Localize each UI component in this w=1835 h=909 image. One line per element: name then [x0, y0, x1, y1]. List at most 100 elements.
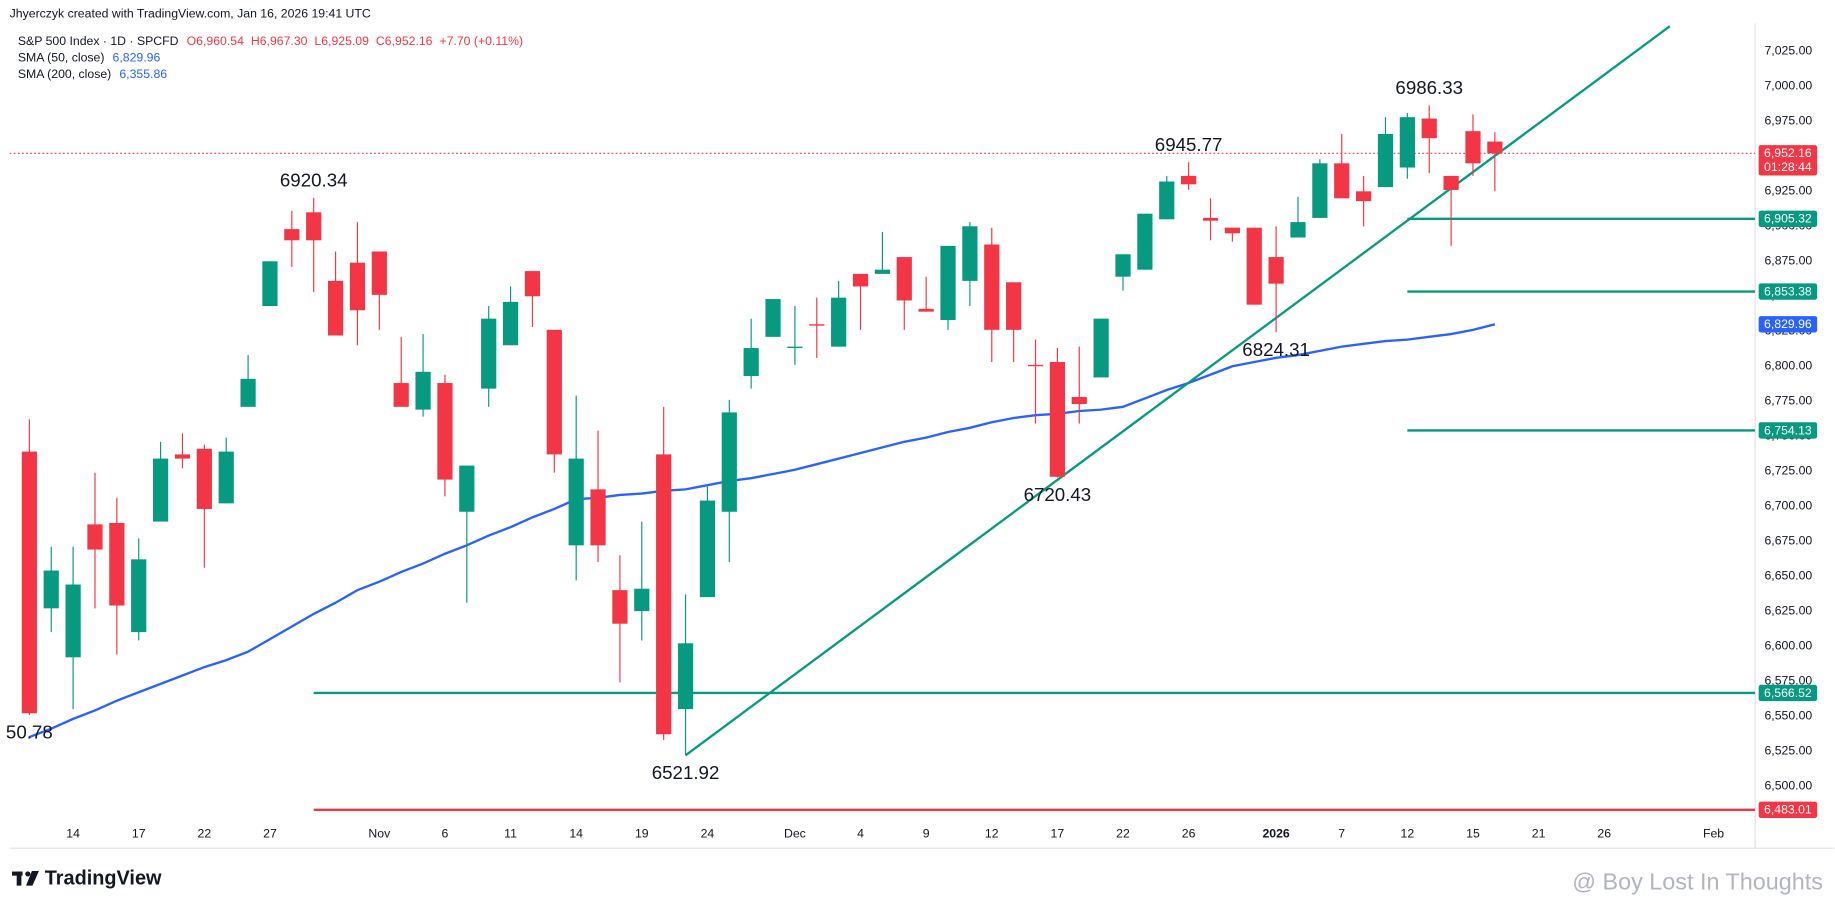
candle-body: [131, 559, 147, 633]
annotation: 6824.31: [1242, 339, 1310, 360]
candle-body: [415, 371, 431, 410]
candle-body: [1443, 175, 1459, 190]
x-tick-label: 27: [263, 826, 277, 840]
candle-body: [1421, 118, 1437, 139]
x-tick-label: Nov: [368, 826, 391, 840]
level-box: [1758, 801, 1818, 818]
candle-body: [1049, 362, 1065, 477]
y-tick-label: 6,975.00: [1764, 114, 1812, 128]
x-tick-label: 14: [569, 826, 583, 840]
x-tick-label: 17: [132, 826, 146, 840]
x-tick-label: Feb: [1703, 826, 1724, 840]
candle-body: [918, 308, 934, 312]
annotation: 6720.43: [1024, 484, 1092, 505]
x-tick-label: 17: [1051, 826, 1065, 840]
watermark: @ Boy Lost In Thoughts: [1572, 868, 1823, 894]
sma-box: [1758, 316, 1818, 333]
y-tick-label: 6,700.00: [1764, 498, 1812, 512]
candle-body: [481, 318, 497, 389]
candle-body: [1027, 364, 1044, 367]
candle-body: [1115, 254, 1131, 277]
y-tick-label: 6,575.00: [1764, 673, 1812, 687]
candle-body: [568, 458, 584, 546]
candle-body: [1071, 397, 1087, 405]
candle-body: [1093, 318, 1109, 378]
y-tick-label: 6,800.00: [1764, 358, 1812, 372]
x-tick-label: 22: [198, 826, 212, 840]
annotation: 50.78: [6, 722, 53, 743]
candle-body: [371, 251, 387, 295]
ohlc-low: L6,925.09: [314, 34, 369, 48]
y-tick-label: 6,675.00: [1764, 533, 1812, 547]
x-tick-label: 15: [1466, 826, 1480, 840]
symbol: S&P 500 Index · 1D · SPCFD: [18, 34, 179, 48]
x-tick-label: 26: [1182, 826, 1196, 840]
candle-body: [1159, 181, 1175, 220]
candle-body: [502, 301, 519, 346]
y-tick-label: 6,925.00: [1764, 184, 1812, 198]
candle-body: [327, 280, 344, 336]
candle-body: [1399, 117, 1415, 168]
candle-body: [787, 346, 803, 349]
candle-body: [962, 226, 978, 281]
symbol-header: S&P 500 Index · 1D · SPCFD O6,960.54 H6,…: [18, 34, 523, 48]
candle-body: [306, 212, 322, 241]
ohlc-high: H6,967.30: [251, 34, 308, 48]
indicator-name: SMA (50, close): [18, 51, 105, 65]
x-tick-label: 2026: [1262, 826, 1289, 840]
level-box: [1758, 684, 1818, 702]
level-label: 6,483.01: [1764, 803, 1812, 817]
level-box: [1758, 422, 1818, 439]
candle-body: [546, 329, 562, 455]
level-label: 6,905.32: [1764, 212, 1812, 226]
candle-body: [1356, 191, 1372, 202]
x-tick-label: 12: [985, 826, 999, 840]
candle-body: [852, 273, 869, 287]
candle-body: [940, 245, 956, 321]
x-tick-label: 21: [1532, 826, 1546, 840]
candle-body: [349, 262, 366, 311]
candle-body: [721, 412, 737, 512]
level-label: 6,853.38: [1764, 284, 1812, 298]
logo-icon: [16, 871, 22, 886]
candle-body: [612, 590, 628, 624]
level-box: [1758, 210, 1818, 228]
annotation: 6521.92: [652, 762, 720, 783]
candle-body: [634, 588, 650, 612]
candle-body: [109, 522, 125, 606]
level-box: [1758, 283, 1818, 300]
candle-body: [1246, 227, 1262, 305]
candle-body: [1312, 163, 1328, 218]
x-tick-label: 26: [1597, 826, 1611, 840]
logo: TradingView: [12, 867, 162, 889]
y-tick-label: 6,625.00: [1764, 603, 1812, 617]
logo-icon: [25, 871, 31, 877]
x-tick-label: 4: [857, 826, 864, 840]
annotation: 6945.77: [1155, 134, 1223, 155]
countdown-label: 01:28:44: [1764, 160, 1812, 174]
candle-body: [874, 269, 891, 274]
x-tick-label: 9: [923, 826, 930, 840]
x-tick-label: 11: [504, 826, 517, 840]
candle-body: [1202, 217, 1219, 221]
level-label: 6,566.52: [1764, 686, 1812, 700]
candle-body: [262, 261, 278, 307]
last-price-box: [1758, 145, 1818, 176]
candle-body: [765, 299, 781, 337]
y-tick-label: 6,775.00: [1764, 393, 1812, 407]
candle-body: [393, 383, 409, 407]
x-tick-label: 22: [1116, 826, 1130, 840]
candle-body: [1224, 227, 1240, 234]
ohlc-change: +7.70 (+0.11%): [439, 34, 523, 48]
candle-body: [590, 489, 606, 546]
y-tick-label: 6,725.00: [1764, 463, 1812, 477]
candle-body: [21, 451, 37, 714]
y-tick-label: 6,550.00: [1764, 708, 1812, 722]
candle-body: [196, 448, 212, 509]
x-tick-label: Dec: [784, 826, 806, 840]
candle-body: [240, 378, 256, 407]
candle-body: [87, 524, 103, 550]
